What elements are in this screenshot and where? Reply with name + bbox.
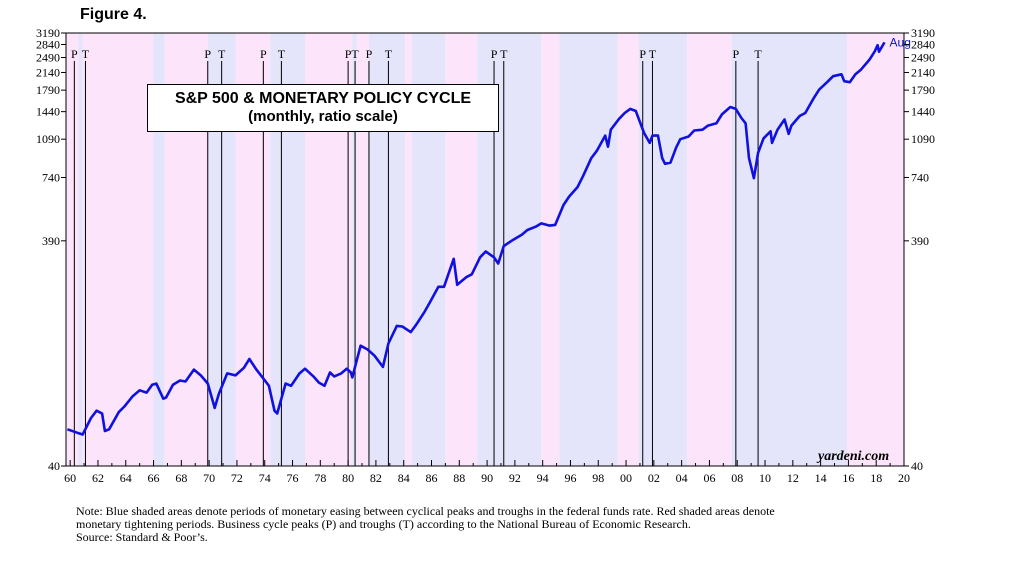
cycle-trough-label: T bbox=[385, 47, 393, 61]
x-tick-label: 10 bbox=[759, 471, 771, 485]
cycle-peak-label: P bbox=[260, 47, 267, 61]
easing-band bbox=[638, 33, 688, 466]
source-credit: yardeni.com bbox=[818, 449, 890, 464]
y-tick-label-right: 2140 bbox=[911, 65, 935, 79]
cycle-trough-label: T bbox=[82, 47, 90, 61]
x-tick-label: 74 bbox=[259, 471, 271, 485]
x-tick-label: 06 bbox=[703, 471, 715, 485]
x-tick-label: 14 bbox=[815, 471, 827, 485]
last-point-label: Aug bbox=[890, 35, 911, 49]
x-tick-label: 62 bbox=[92, 471, 104, 485]
cycle-peak-label: P bbox=[366, 47, 373, 61]
x-tick-label: 18 bbox=[870, 471, 882, 485]
y-tick-label-left: 390 bbox=[42, 234, 60, 248]
cycle-trough-label: T bbox=[278, 47, 286, 61]
x-tick-label: 00 bbox=[620, 471, 632, 485]
x-tick-label: 84 bbox=[398, 471, 410, 485]
y-tick-label-left: 2840 bbox=[36, 37, 60, 51]
y-tick-label-left: 3190 bbox=[36, 26, 60, 40]
x-tick-label: 76 bbox=[287, 471, 299, 485]
chart-subtitle: (monthly, ratio scale) bbox=[248, 108, 398, 125]
y-tick-label-right: 2840 bbox=[911, 37, 935, 51]
sp500-line bbox=[66, 41, 886, 436]
chart-note: Note: Blue shaded areas denote periods o… bbox=[76, 505, 976, 544]
tightening-band bbox=[82, 33, 154, 466]
x-tick-label: 04 bbox=[676, 471, 688, 485]
x-tick-label: 92 bbox=[509, 471, 521, 485]
y-tick-label-left: 2140 bbox=[36, 65, 60, 79]
cycle-trough-label: T bbox=[218, 47, 226, 61]
y-tick-label-right: 390 bbox=[911, 234, 929, 248]
note-line-3: Source: Standard & Poor’s. bbox=[76, 530, 208, 544]
cycle-peak-label: P bbox=[71, 47, 78, 61]
x-tick-label: 80 bbox=[342, 471, 354, 485]
cycle-peak-label: P bbox=[345, 47, 352, 61]
tightening-band bbox=[617, 33, 639, 466]
tightening-band bbox=[66, 33, 79, 466]
x-tick-label: 78 bbox=[314, 471, 326, 485]
x-tick-label: 20 bbox=[898, 471, 910, 485]
cycle-trough-label: T bbox=[754, 47, 762, 61]
figure-label: Figure 4. bbox=[80, 6, 147, 23]
tightening-band bbox=[687, 33, 732, 466]
cycle-trough-label: T bbox=[351, 47, 359, 61]
easing-band bbox=[78, 33, 83, 466]
x-tick-label: 02 bbox=[648, 471, 660, 485]
y-tick-label-right: 3190 bbox=[911, 26, 935, 40]
y-tick-label-right: 1790 bbox=[911, 83, 935, 97]
x-tick-label: 16 bbox=[842, 471, 854, 485]
cycle-peak-label: P bbox=[639, 47, 646, 61]
note-line-1: Note: Blue shaded areas denote periods o… bbox=[76, 504, 775, 518]
plot-frame bbox=[65, 32, 905, 467]
y-tick-label-right: 1090 bbox=[911, 132, 935, 146]
cycle-peak-label: P bbox=[491, 47, 498, 61]
x-tick-label: 64 bbox=[120, 471, 132, 485]
cycle-trough-label: T bbox=[649, 47, 657, 61]
x-tick-label: 66 bbox=[148, 471, 160, 485]
x-tick-label: 94 bbox=[537, 471, 549, 485]
x-tick-label: 96 bbox=[564, 471, 576, 485]
x-tick-label: 60 bbox=[64, 471, 76, 485]
cycle-trough-label: T bbox=[500, 47, 508, 61]
y-tick-label-right: 1440 bbox=[911, 105, 935, 119]
x-tick-label: 88 bbox=[453, 471, 465, 485]
x-tick-label: 12 bbox=[787, 471, 799, 485]
y-tick-label-left: 2490 bbox=[36, 50, 60, 64]
tightening-band bbox=[356, 33, 369, 466]
y-tick-label-left: 1090 bbox=[36, 132, 60, 146]
y-tick-label-left: 1440 bbox=[36, 105, 60, 119]
y-tick-label-left: 740 bbox=[42, 170, 60, 184]
y-tick-label-left: 1790 bbox=[36, 83, 60, 97]
cycle-peak-label: P bbox=[733, 47, 740, 61]
x-tick-label: 68 bbox=[175, 471, 187, 485]
easing-band bbox=[352, 33, 357, 466]
easing-band bbox=[731, 33, 848, 466]
y-tick-label-right: 2490 bbox=[911, 50, 935, 64]
x-tick-label: 98 bbox=[592, 471, 604, 485]
easing-band bbox=[153, 33, 165, 466]
chart-title: S&P 500 & MONETARY POLICY CYCLE bbox=[174, 90, 472, 107]
x-tick-label: 82 bbox=[370, 471, 382, 485]
note-line-2: monetary tightening periods. Business cy… bbox=[76, 517, 691, 531]
series-layer: Aug bbox=[66, 35, 911, 436]
x-tick-label: 90 bbox=[481, 471, 493, 485]
x-tick-label: 86 bbox=[425, 471, 437, 485]
tightening-band bbox=[847, 33, 904, 466]
easing-band bbox=[559, 33, 618, 466]
x-tick-label: 08 bbox=[731, 471, 743, 485]
cycle-peak-label: P bbox=[204, 47, 211, 61]
y-tick-label-right: 740 bbox=[911, 170, 929, 184]
tightening-band bbox=[541, 33, 560, 466]
y-tick-label-right: 40 bbox=[911, 459, 923, 473]
chart-title-box: S&P 500 & MONETARY POLICY CYCLE (monthly… bbox=[147, 84, 499, 132]
y-tick-label-left: 40 bbox=[48, 459, 60, 473]
tightening-band bbox=[405, 33, 413, 466]
x-tick-label: 70 bbox=[203, 471, 215, 485]
x-tick-label: 72 bbox=[231, 471, 243, 485]
